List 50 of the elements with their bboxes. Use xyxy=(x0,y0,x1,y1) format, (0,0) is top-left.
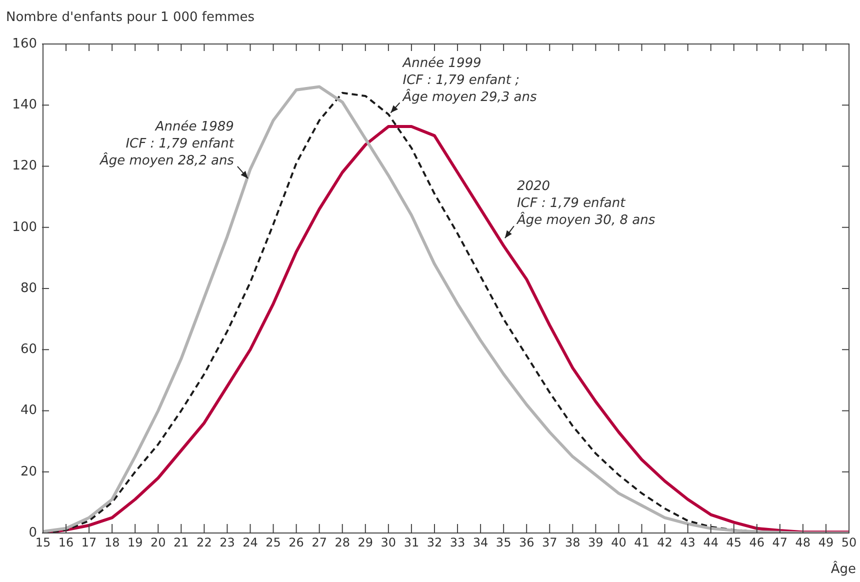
x-tick-label: 15 xyxy=(35,535,51,550)
x-tick-label: 22 xyxy=(196,535,212,550)
x-tick-label: 47 xyxy=(772,535,788,550)
x-tick-label: 48 xyxy=(795,535,811,550)
x-tick-label: 42 xyxy=(657,535,672,550)
x-tick-label: 32 xyxy=(426,535,442,550)
x-tick-label: 18 xyxy=(104,535,120,550)
y-tick-label: 160 xyxy=(12,36,37,52)
x-tick-label: 39 xyxy=(588,535,604,550)
y-tick-label: 120 xyxy=(12,158,37,174)
x-tick-label: 43 xyxy=(680,535,696,550)
x-tick-label: 36 xyxy=(518,535,534,550)
x-tick-label: 50 xyxy=(841,535,857,550)
x-tick-label: 49 xyxy=(818,535,834,550)
x-tick-label: 21 xyxy=(174,535,189,550)
annotation: Année 1989 ICF : 1,79 enfant Âge moyen 28,2 ans xyxy=(98,119,235,168)
y-tick-label: 40 xyxy=(20,403,37,418)
x-tick-label: 40 xyxy=(611,535,626,550)
annotation: 2020 ICF : 1,79 enfant Âge moyen 30, 8 ans xyxy=(516,179,656,228)
x-tick-label: 37 xyxy=(542,535,558,550)
x-tick-label: 46 xyxy=(749,535,765,550)
y-tick-label: 140 xyxy=(12,98,37,112)
x-tick-label: 17 xyxy=(81,535,97,550)
x-tick-label: 19 xyxy=(127,535,143,550)
y-tick-label: 0 xyxy=(28,525,37,540)
y-tick-label: 60 xyxy=(20,342,37,357)
x-tick-label: 30 xyxy=(380,535,396,550)
annotation: Année 1999 ICF : 1,79 enfant ; Âge moyen 29,3 ans xyxy=(402,56,537,105)
x-tick-label: 27 xyxy=(312,535,327,550)
y-tick-label: 100 xyxy=(12,220,37,235)
x-tick-label: 41 xyxy=(634,535,650,550)
y-axis-title: Nombre d'enfants pour 1 000 femmes xyxy=(6,10,255,25)
x-tick-label: 24 xyxy=(242,535,258,550)
x-tick-label: 25 xyxy=(266,535,281,550)
x-tick-label: 16 xyxy=(58,535,74,550)
y-tick-label: 20 xyxy=(20,464,37,480)
x-tick-label: 28 xyxy=(334,535,350,550)
x-tick-label: 23 xyxy=(220,535,235,550)
x-tick-label: 34 xyxy=(472,535,488,550)
x-tick-label: 45 xyxy=(726,535,742,550)
x-tick-label: 26 xyxy=(288,535,304,550)
x-tick-label: 29 xyxy=(358,535,374,550)
x-tick-label: 20 xyxy=(150,535,166,550)
x-axis-title: Âge xyxy=(830,562,856,577)
x-tick-label: 31 xyxy=(404,535,420,550)
x-tick-label: 44 xyxy=(703,535,718,550)
x-tick-label: 38 xyxy=(565,535,580,550)
y-tick-label: 80 xyxy=(20,280,37,296)
x-tick-label: 33 xyxy=(450,535,466,550)
x-tick-label: 35 xyxy=(496,535,512,550)
